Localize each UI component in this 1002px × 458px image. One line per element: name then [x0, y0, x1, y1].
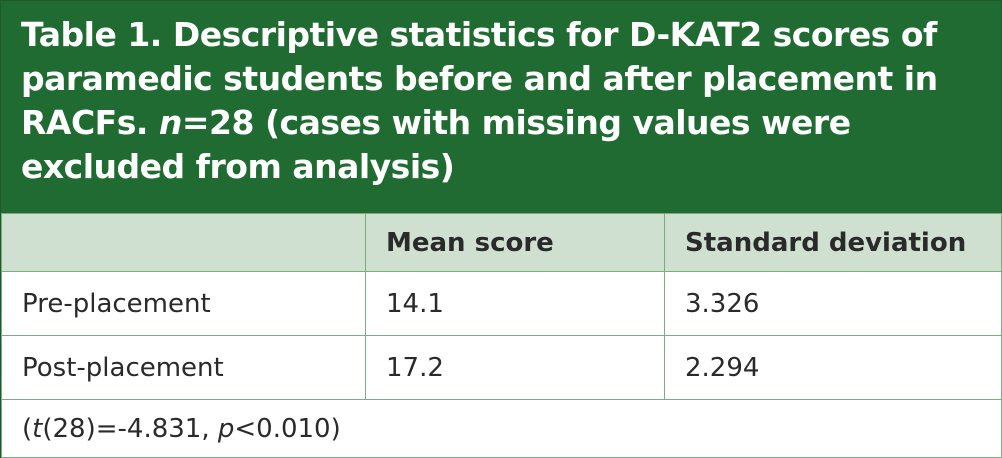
header-cell-mean-score: Mean score	[365, 213, 665, 272]
row-label-pre-placement: Pre-placement	[1, 271, 366, 336]
cell-mean-post-placement: 17.2	[365, 335, 665, 400]
table-caption-band: Table 1. Descriptive statistics for D-KA…	[1, 1, 1001, 213]
footnote-t-italic: t	[32, 413, 43, 444]
table-header-row: Mean score Standard deviation	[1, 213, 1002, 272]
title-part-2: =28 (cases with missing values were excl…	[21, 103, 851, 186]
table-footnote-row: (t(28)=-4.831, p<0.010)	[1, 399, 1002, 458]
row-label-post-placement: Post-placement	[1, 335, 366, 400]
cell-mean-pre-placement: 14.1	[365, 271, 665, 336]
footnote-p-italic: p	[217, 413, 235, 444]
title-n-italic: n	[158, 103, 183, 142]
header-cell-empty	[1, 213, 366, 272]
cell-sd-pre-placement: 3.326	[664, 271, 1002, 336]
title-part-1: Table 1. Descriptive statistics for D-KA…	[21, 15, 938, 142]
table-row: Post-placement 17.2 2.294	[1, 335, 1002, 400]
footnote-p-value: <0.010)	[234, 413, 341, 444]
footnote-open: (	[22, 413, 33, 444]
table-title: Table 1. Descriptive statistics for D-KA…	[21, 13, 987, 189]
header-cell-standard-deviation: Standard deviation	[664, 213, 1002, 272]
table-footnote: (t(28)=-4.831, p<0.010)	[1, 399, 1002, 458]
statistics-table: Mean score Standard deviation Pre-placem…	[1, 213, 1002, 458]
footnote-t-value: (28)=-4.831,	[42, 413, 218, 444]
cell-sd-post-placement: 2.294	[664, 335, 1002, 400]
table-row: Pre-placement 14.1 3.326	[1, 271, 1002, 336]
